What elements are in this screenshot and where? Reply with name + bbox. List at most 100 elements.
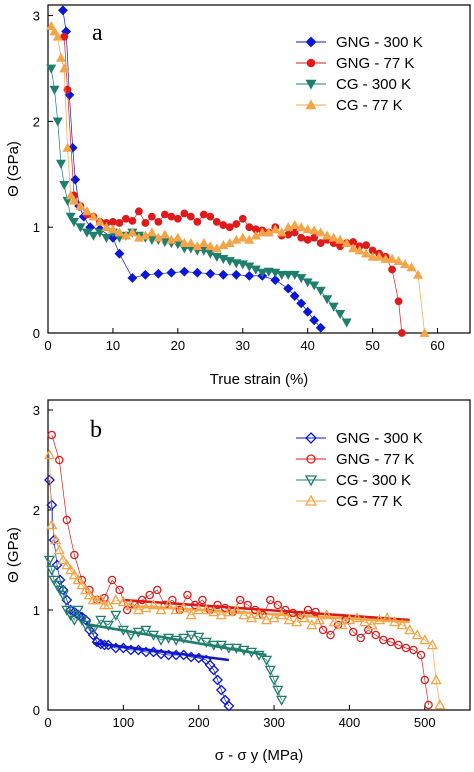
data-point-a-2 [257, 268, 268, 278]
panel-label-b: b [90, 417, 102, 443]
data-point-b-2 [178, 633, 190, 644]
data-point-a-2 [276, 270, 287, 280]
data-point-b-2 [51, 580, 63, 591]
data-point-a-3 [322, 230, 333, 240]
y-tick-label-a: 1 [33, 220, 40, 235]
data-point-a-1 [245, 223, 254, 232]
data-point-b-3 [132, 604, 145, 615]
legend-label-b-0: GNG - 300 K [336, 430, 423, 447]
data-point-a-1 [232, 220, 241, 228]
data-point-b-2 [125, 630, 137, 641]
data-point-a-1 [134, 207, 143, 216]
data-point-b-1 [371, 630, 381, 640]
data-point-b-2 [230, 643, 242, 654]
data-point-a-1 [128, 216, 137, 225]
data-point-a-3 [400, 259, 411, 269]
data-point-a-0 [302, 306, 313, 317]
data-point-b-3 [366, 619, 378, 630]
data-point-a-0 [231, 269, 242, 280]
data-point-b-2 [215, 640, 227, 651]
data-point-b-1 [115, 585, 124, 595]
data-point-b-3 [404, 624, 416, 635]
data-point-b-2 [140, 625, 152, 636]
data-point-b-1 [70, 550, 79, 560]
data-point-b-1 [235, 595, 245, 605]
data-point-b-3 [53, 544, 65, 555]
data-point-a-0 [289, 291, 300, 301]
data-point-a-1 [167, 212, 176, 221]
data-point-a-0 [179, 266, 190, 277]
data-point-b-2 [54, 585, 66, 596]
data-point-b-0 [193, 652, 205, 664]
data-point-a-3 [146, 227, 157, 237]
panel-label-a: a [92, 20, 103, 46]
data-point-a-1 [199, 210, 208, 219]
data-point-a-3 [65, 190, 76, 200]
x-tick-label-b: 200 [188, 715, 210, 730]
data-point-a-3 [276, 227, 287, 237]
data-point-a-1 [297, 233, 306, 242]
data-point-a-3 [270, 224, 281, 234]
data-point-b-0 [110, 642, 122, 654]
data-point-b-2 [43, 555, 56, 566]
data-point-b-3 [283, 614, 295, 625]
data-point-b-3 [43, 449, 56, 460]
series-line-b-0 [49, 479, 230, 707]
data-point-a-3 [302, 224, 313, 234]
data-point-b-3 [411, 629, 423, 640]
data-point-b-3 [95, 594, 107, 605]
data-point-b-2 [110, 610, 122, 621]
data-point-b-1 [47, 430, 57, 440]
data-point-b-1 [409, 645, 418, 655]
data-point-b-3 [291, 616, 303, 627]
data-point-a-1 [122, 214, 130, 223]
x-axis-label-a: True strain (%) [210, 371, 309, 388]
data-point-b-1 [379, 635, 388, 645]
data-point-b-3 [215, 609, 227, 620]
data-point-a-3 [88, 211, 99, 221]
data-point-b-3 [328, 616, 340, 627]
data-point-b-2 [260, 655, 273, 666]
data-point-b-1 [303, 605, 313, 615]
x-tick-label-b: 400 [339, 715, 361, 730]
data-point-b-1 [318, 625, 328, 635]
data-point-a-0 [70, 174, 81, 185]
data-point-a-0 [153, 268, 164, 279]
legend-label-a-1: GNG - 77 K [336, 55, 414, 72]
data-point-a-2 [322, 295, 333, 305]
data-point-a-3 [296, 222, 307, 232]
data-point-b-3 [373, 614, 386, 625]
data-point-a-1 [238, 214, 247, 223]
data-point-b-0 [46, 499, 58, 511]
x-tick-label-b: 500 [414, 715, 436, 730]
data-point-a-1 [147, 212, 156, 221]
panel-a: 0 10 20 30 40 50 60 0 1 2 3 a True strain (%) Θ (… [5, 4, 471, 388]
data-point-b-1 [386, 637, 396, 647]
x-tick-label-b: 300 [263, 715, 285, 730]
data-point-b-0 [87, 629, 99, 641]
data-point-b-3 [321, 609, 333, 620]
data-point-b-3 [170, 604, 182, 615]
data-point-a-3 [159, 229, 170, 239]
data-point-a-1 [186, 212, 195, 221]
data-point-b-3 [223, 606, 235, 617]
data-point-a-3 [335, 234, 346, 244]
data-point-b-3 [276, 609, 288, 620]
data-point-a-0 [127, 273, 138, 283]
x-tick-label-a: 30 [236, 338, 250, 353]
data-point-b-0 [223, 700, 235, 712]
data-point-b-3 [358, 616, 371, 627]
data-point-b-0 [178, 649, 190, 661]
data-point-a-1 [212, 218, 221, 226]
legend-marker-a-2 [305, 79, 317, 90]
data-point-b-0 [133, 644, 144, 656]
data-point-b-1 [107, 575, 117, 585]
data-point-a-3 [380, 253, 391, 263]
data-point-a-2 [52, 117, 63, 127]
data-point-b-3 [65, 564, 77, 575]
data-point-b-1 [288, 608, 298, 618]
data-point-b-0 [99, 639, 110, 651]
data-point-b-2 [147, 630, 160, 641]
data-point-b-2 [238, 645, 250, 656]
